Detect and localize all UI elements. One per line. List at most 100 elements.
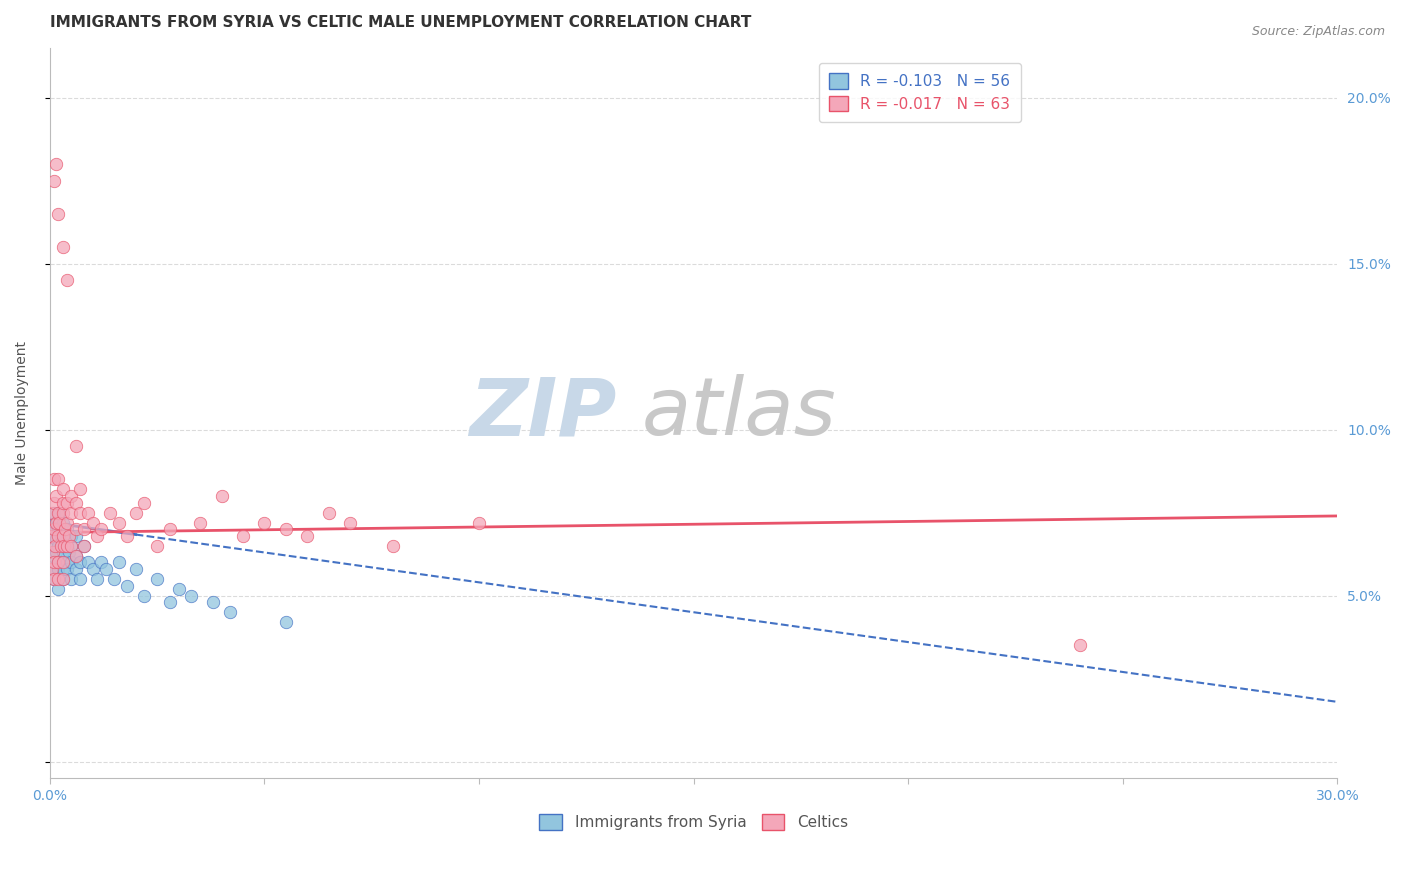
Point — [60, 539, 83, 553]
Point — [274, 522, 297, 536]
Point — [42, 556, 65, 570]
Point — [42, 522, 65, 536]
Point — [45, 516, 67, 530]
Point — [52, 529, 75, 543]
Point — [60, 529, 83, 543]
Point — [56, 496, 79, 510]
Point — [65, 562, 87, 576]
Point — [42, 562, 65, 576]
Point — [86, 572, 108, 586]
Point — [69, 483, 91, 497]
Point — [297, 529, 319, 543]
Point — [52, 483, 75, 497]
Point — [52, 556, 75, 570]
Point — [58, 545, 80, 559]
Point — [211, 489, 233, 503]
Point — [339, 516, 361, 530]
Point — [69, 572, 91, 586]
Point — [41, 539, 63, 553]
Point — [232, 529, 254, 543]
Point — [41, 562, 63, 576]
Point — [77, 506, 100, 520]
Point — [73, 539, 96, 553]
Point — [52, 572, 75, 586]
Point — [65, 549, 87, 563]
Point — [56, 522, 79, 536]
Point — [65, 522, 87, 536]
Point — [42, 572, 65, 586]
Point — [468, 516, 491, 530]
Point — [45, 545, 67, 559]
Point — [94, 562, 117, 576]
Point — [48, 506, 70, 520]
Point — [180, 589, 202, 603]
Point — [48, 516, 70, 530]
Point — [42, 549, 65, 563]
Point — [45, 157, 67, 171]
Point — [41, 506, 63, 520]
Point — [52, 496, 75, 510]
Point — [49, 529, 72, 543]
Point — [124, 562, 146, 576]
Point — [52, 556, 75, 570]
Point — [52, 572, 75, 586]
Point — [134, 496, 156, 510]
Point — [134, 589, 156, 603]
Point — [41, 529, 63, 543]
Point — [56, 562, 79, 576]
Point — [44, 516, 66, 530]
Point — [42, 174, 65, 188]
Point — [42, 545, 65, 559]
Point — [48, 472, 70, 486]
Point — [65, 496, 87, 510]
Point — [98, 506, 121, 520]
Text: ZIP: ZIP — [470, 374, 616, 452]
Point — [48, 529, 70, 543]
Point — [382, 539, 405, 553]
Point — [124, 506, 146, 520]
Point — [115, 529, 138, 543]
Point — [42, 506, 65, 520]
Point — [69, 506, 91, 520]
Point — [201, 595, 224, 609]
Point — [52, 240, 75, 254]
Point — [77, 556, 100, 570]
Point — [39, 529, 62, 543]
Point — [56, 539, 79, 553]
Point — [65, 529, 87, 543]
Point — [60, 572, 83, 586]
Point — [274, 615, 297, 630]
Legend: Immigrants from Syria, Celtics: Immigrants from Syria, Celtics — [533, 808, 853, 837]
Point — [56, 273, 79, 287]
Point — [53, 539, 76, 553]
Point — [103, 572, 125, 586]
Point — [56, 516, 79, 530]
Point — [318, 506, 340, 520]
Point — [82, 516, 104, 530]
Point — [52, 516, 75, 530]
Point — [107, 556, 129, 570]
Point — [69, 556, 91, 570]
Point — [52, 539, 75, 553]
Text: Source: ZipAtlas.com: Source: ZipAtlas.com — [1251, 25, 1385, 38]
Text: IMMIGRANTS FROM SYRIA VS CELTIC MALE UNEMPLOYMENT CORRELATION CHART: IMMIGRANTS FROM SYRIA VS CELTIC MALE UNE… — [49, 15, 751, 30]
Point — [86, 529, 108, 543]
Point — [115, 579, 138, 593]
Point — [60, 489, 83, 503]
Point — [48, 506, 70, 520]
Point — [60, 506, 83, 520]
Point — [188, 516, 211, 530]
Point — [90, 556, 112, 570]
Point — [48, 522, 70, 536]
Point — [146, 572, 169, 586]
Text: atlas: atlas — [643, 374, 837, 452]
Y-axis label: Male Unemployment: Male Unemployment — [15, 341, 30, 485]
Point — [53, 522, 76, 536]
Point — [44, 539, 66, 553]
Point — [73, 539, 96, 553]
Point — [146, 539, 169, 553]
Point — [253, 516, 276, 530]
Point — [58, 529, 80, 543]
Point — [52, 562, 75, 576]
Point — [167, 582, 190, 596]
